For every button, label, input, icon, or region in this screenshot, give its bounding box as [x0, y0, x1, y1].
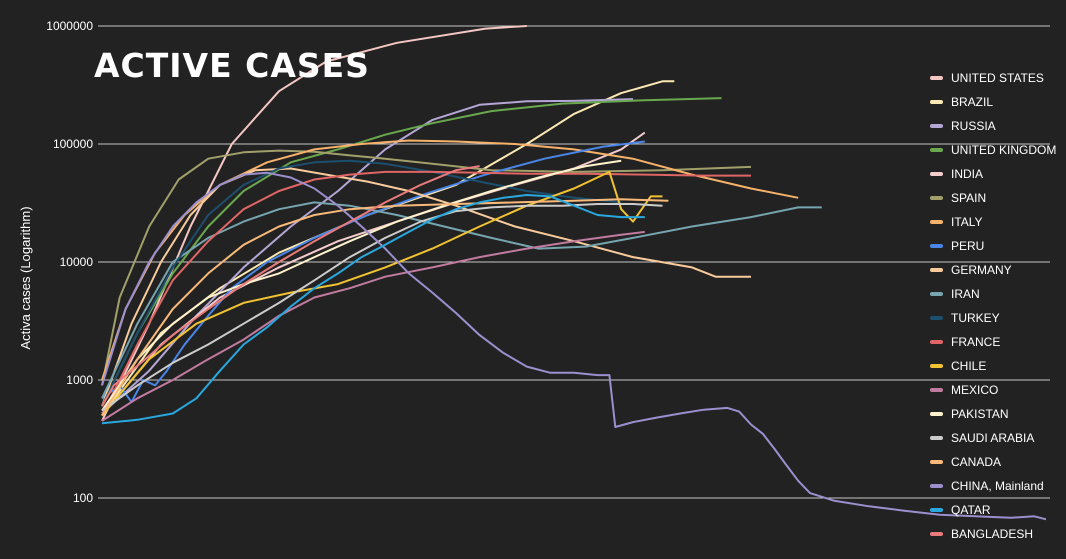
series-line-10: [101, 159, 622, 407]
series-lines: [101, 25, 1047, 521]
legend-label: PAKISTAN: [951, 407, 1009, 421]
legend-label: INDIA: [951, 167, 984, 181]
legend-item: UNITED STATES: [930, 66, 1066, 90]
series-line-11: [101, 170, 751, 416]
series-line-16: [101, 198, 669, 417]
legend-swatch: [930, 436, 943, 440]
legend-label: SAUDI ARABIA: [951, 431, 1035, 445]
legend-item: CHINA, Mainland: [930, 474, 1066, 498]
legend-item: BANGLADESH: [930, 522, 1066, 546]
legend-label: MEXICO: [951, 383, 999, 397]
legend-label: ITALY: [951, 215, 983, 229]
legend-swatch: [930, 196, 943, 200]
legend-swatch: [930, 292, 943, 296]
legend-item: MEXICO: [930, 378, 1066, 402]
legend-label: SPAIN: [951, 191, 987, 205]
legend-item: QATAR: [930, 498, 1066, 522]
chart-title: ACTIVE CASES: [94, 46, 370, 85]
legend-item: PERU: [930, 234, 1066, 258]
legend-item: GERMANY: [930, 258, 1066, 282]
legend-label: TURKEY: [951, 311, 1000, 325]
y-axis-label: Activa cases (Logarithm): [18, 206, 33, 349]
y-tick-label: 100000: [53, 137, 93, 151]
legend-swatch: [930, 220, 943, 224]
series-line-13: [101, 230, 645, 422]
legend-label: BRAZIL: [951, 95, 994, 109]
legend-swatch: [930, 412, 943, 416]
legend-swatch: [930, 508, 943, 512]
legend-swatch: [930, 172, 943, 176]
legend-item: CANADA: [930, 450, 1066, 474]
legend-item: UNITED KINGDOM: [930, 138, 1066, 162]
series-line-3: [101, 97, 722, 407]
legend-swatch: [930, 148, 943, 152]
legend-item: PAKISTAN: [930, 402, 1066, 426]
legend-label: FRANCE: [951, 335, 1001, 349]
legend-label: BANGLADESH: [951, 527, 1034, 541]
series-line-6: [101, 139, 799, 381]
legend-item: SPAIN: [930, 186, 1066, 210]
legend-item: FRANCE: [930, 330, 1066, 354]
legend-item: INDIA: [930, 162, 1066, 186]
legend-item: CHILE: [930, 354, 1066, 378]
series-line-0: [101, 25, 527, 422]
series-line-19: [101, 165, 480, 407]
legend-swatch: [930, 76, 943, 80]
legend-label: PERU: [951, 239, 985, 253]
series-line-18: [101, 194, 645, 425]
series-line-9: [101, 201, 822, 399]
legend-swatch: [930, 388, 943, 392]
series-line-12: [101, 170, 663, 417]
gridlines: [98, 25, 1050, 499]
legend-swatch: [930, 244, 943, 248]
series-line-17: [101, 171, 1047, 521]
legend-label: QATAR: [951, 503, 991, 517]
series-line-2: [101, 98, 634, 415]
legend-label: UNITED STATES: [951, 71, 1044, 85]
y-axis-tick-labels: 100 1000 10000 100000 1000000: [46, 19, 93, 505]
legend-item: ITALY: [930, 210, 1066, 234]
y-tick-label: 1000000: [46, 19, 93, 33]
legend-label: UNITED KINGDOM: [951, 143, 1057, 157]
legend-label: CHINA, Mainland: [951, 479, 1044, 493]
legend-label: RUSSIA: [951, 119, 996, 133]
series-line-8: [101, 167, 751, 407]
legend-swatch: [930, 484, 943, 488]
legend: UNITED STATES BRAZIL RUSSIA UNITED KINGDOM I…: [930, 66, 1066, 546]
legend-swatch: [930, 340, 943, 344]
series-line-14: [101, 159, 622, 412]
legend-label: IRAN: [951, 287, 980, 301]
legend-swatch: [930, 364, 943, 368]
legend-swatch: [930, 460, 943, 464]
legend-swatch: [930, 124, 943, 128]
y-tick-label: 1000: [66, 373, 93, 387]
legend-item: RUSSIA: [930, 114, 1066, 138]
legend-item: IRAN: [930, 282, 1066, 306]
legend-label: CHILE: [951, 359, 987, 373]
legend-swatch: [930, 532, 943, 536]
legend-item: TURKEY: [930, 306, 1066, 330]
legend-item: BRAZIL: [930, 90, 1066, 114]
legend-item: SAUDI ARABIA: [930, 426, 1066, 450]
legend-swatch: [930, 268, 943, 272]
y-tick-label: 100: [73, 491, 93, 505]
legend-swatch: [930, 316, 943, 320]
series-line-1: [101, 80, 675, 417]
legend-swatch: [930, 100, 943, 104]
y-tick-label: 10000: [60, 255, 94, 269]
series-line-5: [101, 149, 752, 386]
legend-label: GERMANY: [951, 263, 1012, 277]
legend-label: CANADA: [951, 455, 1002, 469]
